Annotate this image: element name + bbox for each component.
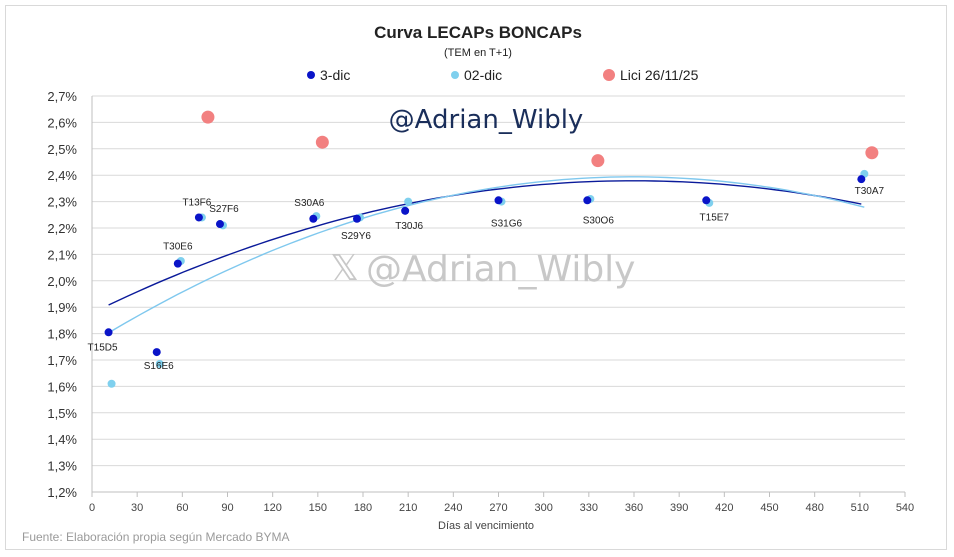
x-tick-label: 330 <box>580 502 598 514</box>
legend-marker-lici <box>603 69 615 81</box>
point-3-dic <box>857 175 866 184</box>
legend-label-3-dic: 3-dic <box>320 67 350 83</box>
point-lici-26-11-25 <box>201 110 215 124</box>
point-label: T30A7 <box>855 186 885 197</box>
point-lici-26-11-25 <box>591 154 605 168</box>
point-02-dic <box>404 197 413 206</box>
legend: 3-dic 02-dic Lici 26/11/25 <box>307 67 699 83</box>
y-tick-label: 1,8% <box>47 327 77 342</box>
point-3-dic <box>215 220 224 229</box>
point-label: S27F6 <box>209 204 239 215</box>
x-tick-label: 150 <box>309 502 327 514</box>
legend-label-02-dic: 02-dic <box>464 67 502 83</box>
point-3-dic <box>152 348 161 357</box>
y-tick-label: 2,5% <box>47 142 77 157</box>
x-tick-label: 270 <box>489 502 507 514</box>
y-tick-label: 1,9% <box>47 300 77 315</box>
y-tick-label: 2,3% <box>47 195 77 210</box>
trendlines <box>108 176 865 332</box>
point-label: T30J6 <box>395 221 423 232</box>
point-lici-26-11-25 <box>315 135 329 149</box>
point-02-dic <box>155 359 164 368</box>
point-label: S30O6 <box>583 215 615 226</box>
watermark-x-logo: 𝕏 <box>330 248 359 289</box>
y-tick-label: 1,2% <box>47 485 77 500</box>
chart-title: Curva LECAPs BONCAPs <box>374 23 582 42</box>
y-tick-label: 1,7% <box>47 353 77 368</box>
x-tick-label: 240 <box>444 502 462 514</box>
y-tick-label: 2,2% <box>47 221 77 236</box>
x-tick-label: 480 <box>805 502 823 514</box>
point-02-dic <box>107 379 116 388</box>
trendline-3-dic <box>108 180 862 306</box>
x-axis: 0 30 60 90 120 150 180 210 240 270 300 330 360 390 420… <box>89 96 914 514</box>
point-3-dic <box>104 328 113 337</box>
legend-marker-3-dic <box>307 71 315 79</box>
x-tick-label: 30 <box>131 502 143 514</box>
point-label: T15E7 <box>700 212 730 223</box>
x-tick-label: 540 <box>896 502 914 514</box>
y-tick-label: 2,1% <box>47 247 77 262</box>
y-tick-label: 1,6% <box>47 379 77 394</box>
point-3-dic <box>401 206 410 215</box>
x-tick-label: 390 <box>670 502 688 514</box>
point-3-dic <box>173 259 182 268</box>
point-label: S31G6 <box>491 218 523 229</box>
x-axis-title: Días al vencimiento <box>438 520 534 532</box>
y-tick-label: 2,7% <box>47 89 77 104</box>
x-tick-label: 120 <box>263 502 281 514</box>
point-label: S29Y6 <box>341 231 371 242</box>
y-tick-label: 2,6% <box>47 115 77 130</box>
y-tick-label: 2,4% <box>47 168 77 183</box>
chart-subtitle: (TEM en T+1) <box>444 47 512 59</box>
point-label: S30A6 <box>294 198 324 209</box>
source-note: Fuente: Elaboración propia según Mercado… <box>22 530 290 544</box>
watermark-top: @Adrian_Wibly <box>389 105 584 135</box>
point-label: S16E6 <box>144 361 174 372</box>
point-3-dic <box>194 213 203 222</box>
point-3-dic <box>494 196 503 205</box>
y-axis: 1,2% 1,3% 1,4% 1,5% 1,6% 1,7% 1,8% 1,9% 2,0% 2,1%… <box>47 89 77 500</box>
x-tick-label: 510 <box>851 502 869 514</box>
y-tick-label: 2,0% <box>47 274 77 289</box>
x-tick-label: 60 <box>176 502 188 514</box>
y-tick-label: 1,5% <box>47 406 77 421</box>
watermark-center: @Adrian_Wibly <box>366 249 636 290</box>
point-label: T30E6 <box>163 242 193 253</box>
point-label: T13F6 <box>182 197 211 208</box>
x-tick-label: 210 <box>399 502 417 514</box>
x-tick-label: 300 <box>534 502 552 514</box>
legend-marker-02-dic <box>451 71 459 79</box>
legend-label-lici: Lici 26/11/25 <box>620 67 699 83</box>
x-tick-label: 180 <box>354 502 372 514</box>
x-tick-label: 420 <box>715 502 733 514</box>
point-3-dic <box>702 196 711 205</box>
point-3-dic <box>583 196 592 205</box>
point-3-dic <box>309 214 318 223</box>
x-tick-label: 360 <box>625 502 643 514</box>
y-tick-label: 1,4% <box>47 432 77 447</box>
point-3-dic <box>352 214 361 223</box>
point-label: T15D5 <box>88 342 118 353</box>
point-lici-26-11-25 <box>865 146 879 160</box>
x-tick-label: 90 <box>221 502 233 514</box>
y-tick-label: 1,3% <box>47 459 77 474</box>
trendline-02-dic <box>111 176 865 332</box>
data-points <box>104 110 879 388</box>
x-tick-label: 0 <box>89 502 95 514</box>
x-tick-label: 450 <box>760 502 778 514</box>
